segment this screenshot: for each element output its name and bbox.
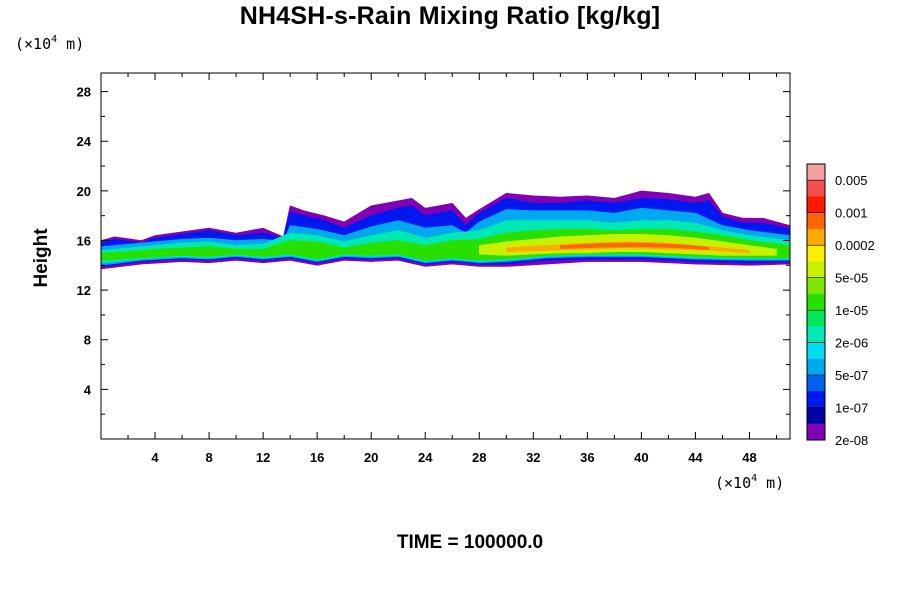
x-tick-label: 20 — [364, 450, 378, 465]
y-tick-label: 28 — [77, 85, 91, 100]
x-tick-label: 16 — [310, 450, 324, 465]
colorbar-label: 2e-08 — [835, 433, 868, 448]
colorbar-label: 0.0002 — [835, 238, 875, 253]
x-tick-label: 44 — [688, 450, 703, 465]
colorbar-swatch — [807, 261, 825, 278]
x-tick-label: 4 — [151, 450, 159, 465]
x-tick-label: 40 — [634, 450, 648, 465]
x-unit-exponent: 4 — [751, 473, 758, 484]
colorbar-swatch — [807, 407, 825, 425]
y-unit-prefix: (×10 — [15, 35, 52, 53]
x-unit-suffix: m) — [757, 474, 785, 492]
colorbar-swatch — [807, 423, 825, 441]
mixing-ratio-field — [100, 190, 791, 270]
colorbar-swatch — [807, 375, 825, 392]
y-tick-label: 12 — [77, 283, 91, 298]
colorbar-swatch — [807, 228, 825, 246]
x-tick-label: 36 — [580, 450, 594, 465]
y-tick-label: 8 — [84, 333, 91, 348]
colorbar-swatch — [807, 310, 825, 327]
y-tick-label: 20 — [77, 184, 91, 199]
y-tick-label: 16 — [77, 233, 91, 248]
colorbar-label: 1e-05 — [835, 303, 868, 318]
y-tick-label: 24 — [77, 134, 92, 149]
y-axis-unit: (×104 m) — [15, 34, 84, 53]
chart-title: NH4SH-s-Rain Mixing Ratio [kg/kg] — [239, 2, 661, 30]
colorbar-swatch — [807, 180, 825, 197]
field-layer-12 — [505, 241, 750, 254]
colorbar: 0.005 0.001 0.0002 5e-05 1e-05 2e-06 5e-07 1e-0… — [806, 163, 875, 448]
colorbar-swatch — [807, 342, 825, 360]
colorbar-swatch — [807, 293, 825, 311]
y-unit-suffix: m) — [57, 35, 85, 53]
colorbar-label: 0.001 — [835, 206, 868, 221]
colorbar-label: 5e-05 — [835, 271, 868, 286]
colorbar-swatch — [807, 196, 825, 214]
x-tick-label: 28 — [472, 450, 486, 465]
field-layer-13 — [559, 242, 710, 251]
x-tick-label: 24 — [418, 450, 433, 465]
x-tick-label: 8 — [205, 450, 212, 465]
colorbar-swatch — [807, 326, 825, 343]
colorbar-swatch — [807, 164, 825, 181]
colorbar-swatch — [807, 391, 825, 408]
colorbar-swatch — [807, 212, 825, 230]
x-unit-prefix: (×10 — [715, 474, 752, 492]
colorbar-swatch — [807, 358, 825, 376]
colorbar-swatch — [807, 277, 825, 295]
colorbar-label: 0.005 — [835, 173, 868, 188]
colorbar-label: 5e-07 — [835, 368, 868, 383]
x-axis-unit: (×104 m) — [715, 473, 784, 492]
x-tick-label: 48 — [742, 450, 756, 465]
plot-frame — [100, 72, 791, 440]
x-tick-label: 12 — [256, 450, 270, 465]
colorbar-label: 2e-06 — [835, 336, 868, 351]
y-unit-exponent: 4 — [51, 34, 58, 45]
y-tick-label: 4 — [84, 382, 92, 397]
colorbar-swatch — [807, 245, 825, 262]
colorbar-label: 1e-07 — [835, 401, 868, 416]
time-label: TIME = 100000.0 — [396, 532, 544, 553]
x-tick-label: 32 — [526, 450, 540, 465]
